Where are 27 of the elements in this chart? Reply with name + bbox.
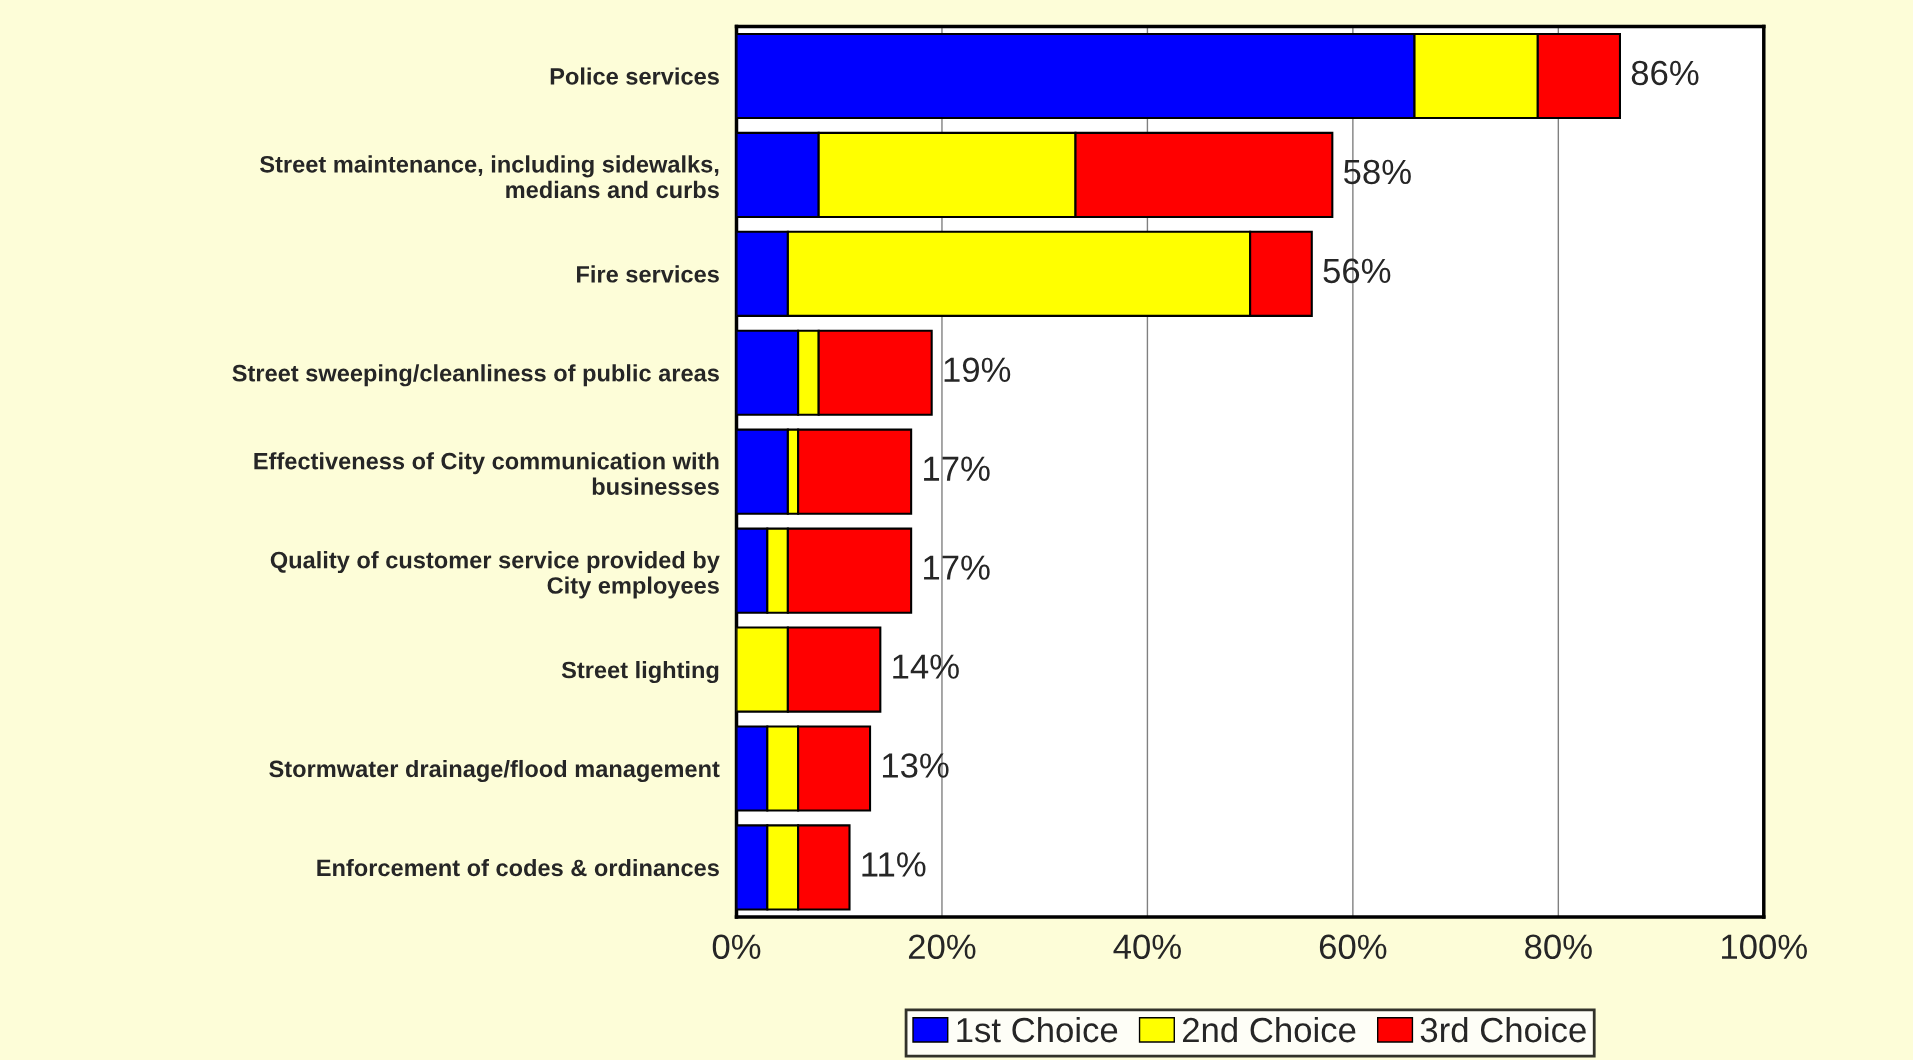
total-label: 19%	[944, 357, 1011, 383]
y-tick-label: Enforcement of codes & ordinances	[317, 858, 719, 877]
total-label: 17%	[924, 555, 990, 580]
y-tick-label: Fire services	[577, 265, 719, 283]
total-label: 14%	[893, 654, 959, 679]
legend-label: 1st Choice	[957, 1016, 1118, 1043]
total-label: 56%	[1323, 258, 1391, 284]
y-tick-label: Street lighting	[561, 661, 719, 684]
total-label: 11%	[862, 852, 926, 877]
y-tick-label: Police services	[550, 67, 719, 85]
y-tick-label: Effectiveness of City communication with businesses	[254, 452, 719, 495]
x-tick-label: 60%	[1319, 934, 1387, 960]
x-tick-label: 100%	[1722, 934, 1807, 960]
x-tick-label: 40%	[1113, 934, 1181, 960]
x-tick-label: 0%	[712, 934, 761, 960]
legend-label: 3rd Choice	[1420, 1016, 1586, 1043]
y-tick-label: Street sweeping/cleanliness of public areas	[232, 364, 719, 387]
total-label: 58%	[1343, 159, 1411, 185]
x-tick-label: 20%	[908, 934, 976, 960]
total-label: 17%	[924, 456, 990, 481]
y-tick-label: Quality of customer service provided by City employees	[270, 551, 720, 599]
total-label: 13%	[882, 753, 949, 778]
legend-label: 2nd Choice	[1182, 1016, 1356, 1043]
total-label: 86%	[1631, 60, 1699, 86]
y-tick-label: Street maintenance, including sidewalks, medians and curbs	[260, 155, 719, 199]
x-tick-label: 80%	[1525, 934, 1592, 960]
y-tick-label: Stormwater drainage/flood management	[269, 759, 720, 783]
